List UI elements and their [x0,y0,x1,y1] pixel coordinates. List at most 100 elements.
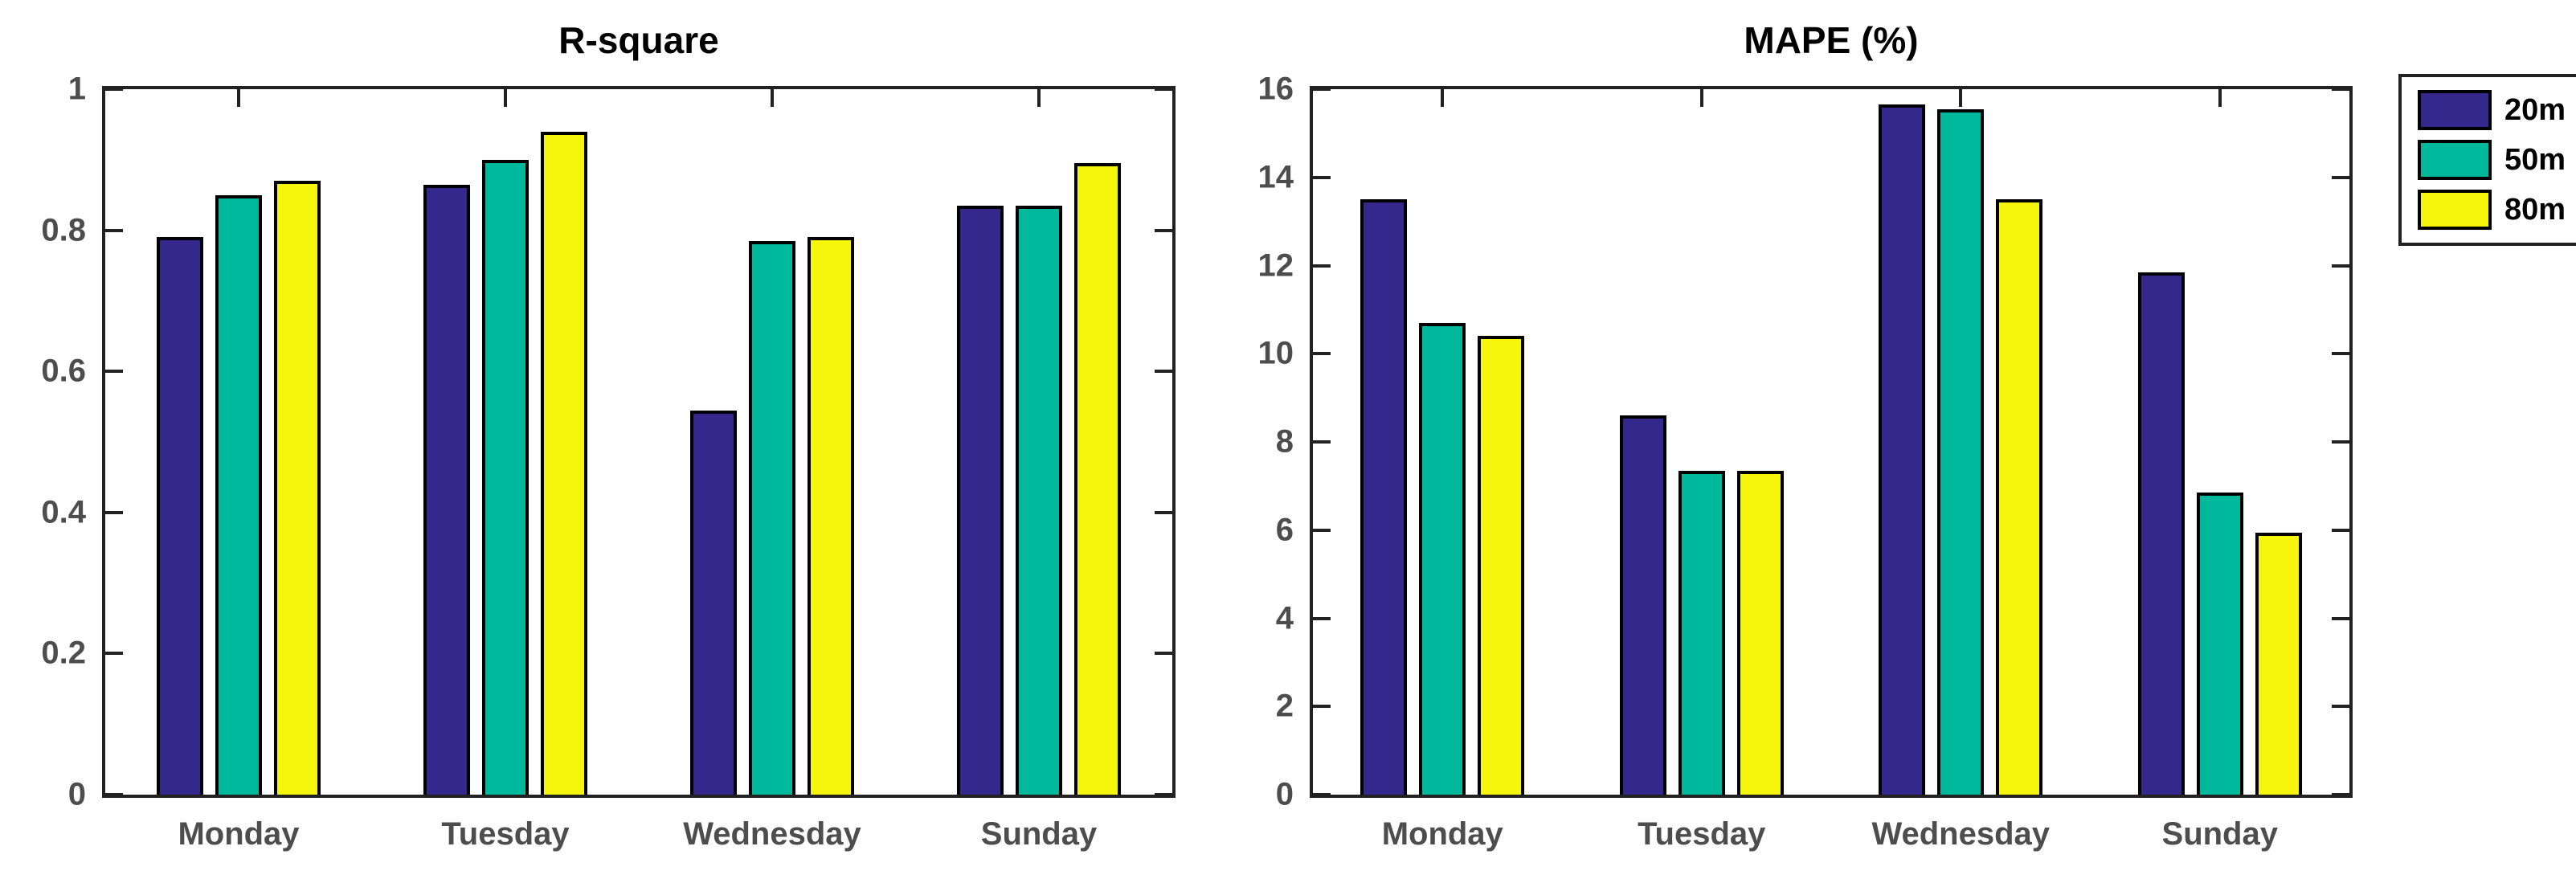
y-tick-mark [105,370,123,374]
y-tick-mark [1155,88,1172,91]
y-tick-mark [105,88,123,91]
y-tick-mark [1313,352,1331,356]
y-tick-mark [1155,370,1172,374]
y-tick-label: 4 [1275,600,1294,636]
bar-80m-tuesday [1736,470,1784,795]
plot-title: R-square [558,19,719,61]
legend-label: 20m [2504,92,2566,127]
y-tick-mark [2332,793,2349,796]
bar-20m-wednesday [690,410,737,795]
legend-swatch-50m [2418,140,2492,180]
legend-entry-80m: 80m [2418,190,2566,230]
y-tick-mark [1313,528,1331,532]
legend: 20m 50m 80m [2398,74,2576,246]
bar-80m-sunday [2255,532,2302,795]
y-tick-mark [1155,652,1172,656]
y-tick-mark [2332,175,2349,179]
x-tick-mark [237,89,240,107]
y-tick-label: 2 [1275,688,1294,724]
y-tick-mark [105,793,123,796]
x-tick-mark [771,89,774,107]
x-tick-mark [1699,89,1703,107]
legend-swatch-20m [2418,90,2492,130]
y-tick-label: 12 [1257,247,1294,283]
bar-20m-monday [157,237,203,795]
y-tick-label: 8 [1275,423,1294,460]
bar-80m-monday [274,181,321,795]
y-tick-mark [1313,175,1331,179]
y-tick-mark [2332,440,2349,444]
x-tick-label: Tuesday [441,816,570,852]
x-tick-label: Sunday [2161,816,2278,852]
axes-r-square: R-square 0 0.2 0.4 0.6 0.8 1 Monday Tuesday Wedn… [41,19,1176,852]
x-tick-mark [2218,89,2222,107]
bar-80m-wednesday [808,237,854,795]
y-tick-mark [105,652,123,656]
y-tick-mark [105,510,123,514]
y-tick-mark [1313,440,1331,444]
x-tick-label: Tuesday [1638,816,1766,852]
y-tick-mark [2332,88,2349,91]
y-tick-mark [1313,793,1331,796]
y-tick-label: 14 [1257,159,1294,195]
y-tick-mark [2332,264,2349,268]
x-tick-label: Sunday [980,816,1098,852]
x-tick-label: Monday [1381,816,1503,852]
bar-20m-tuesday [423,184,470,795]
y-tick-label: 0.2 [41,635,86,671]
y-tick-label: 16 [1257,71,1294,107]
legend-entry-50m: 50m [2418,140,2566,180]
bar-50m-wednesday [749,240,795,795]
legend-label: 50m [2504,142,2566,177]
x-tick-mark [1441,89,1445,107]
y-tick-label: 0 [1275,776,1294,812]
legend-swatch-80m [2418,190,2492,230]
bar-50m-sunday [1016,205,1062,795]
x-tick-mark [1037,89,1041,107]
y-tick-label: 0.8 [41,212,86,248]
y-tick-mark [2332,352,2349,356]
y-tick-label: 10 [1257,335,1294,371]
legend-label: 80m [2504,192,2566,227]
bar-50m-wednesday [1937,108,1985,795]
bar-20m-monday [1360,199,1408,795]
axes-mape: MAPE (%) 0 2 4 6 8 10 12 14 16 Monday Tuesday Wedne… [1258,19,2353,852]
x-tick-label: Wednesday [683,816,861,852]
y-tick-mark [2332,528,2349,532]
bar-80m-tuesday [541,131,587,795]
x-tick-label: Wednesday [1871,816,2051,852]
y-tick-label: 1 [67,71,86,107]
y-tick-mark [2332,705,2349,709]
x-tick-label: Monday [178,816,300,852]
y-tick-mark [1313,616,1331,620]
bar-20m-tuesday [1619,415,1666,795]
bar-80m-sunday [1074,163,1121,795]
bar-50m-sunday [2196,493,2243,795]
bar-50m-monday [215,194,262,795]
plot-title: MAPE (%) [1744,19,1919,61]
y-tick-mark [2332,616,2349,620]
bar-20m-sunday [2137,272,2185,795]
bar-20m-wednesday [1879,104,1926,795]
y-tick-label: 0 [67,776,86,812]
y-tick-label: 0.4 [41,494,86,530]
bar-20m-sunday [957,205,1004,795]
bar-80m-wednesday [1996,199,2043,795]
bar-50m-monday [1419,322,1466,795]
y-tick-mark [1155,228,1172,232]
bar-50m-tuesday [482,159,529,795]
y-tick-mark [1313,88,1331,91]
y-tick-mark [1155,510,1172,514]
y-tick-mark [105,228,123,232]
x-tick-mark [1959,89,1963,107]
y-tick-mark [1313,264,1331,268]
bar-80m-monday [1478,336,1525,795]
y-tick-mark [1313,705,1331,709]
y-tick-label: 0.6 [41,353,86,389]
legend-entry-20m: 20m [2418,90,2566,130]
y-tick-label: 6 [1275,512,1294,548]
x-tick-mark [504,89,507,107]
bar-50m-tuesday [1678,470,1725,795]
y-tick-mark [1155,793,1172,796]
